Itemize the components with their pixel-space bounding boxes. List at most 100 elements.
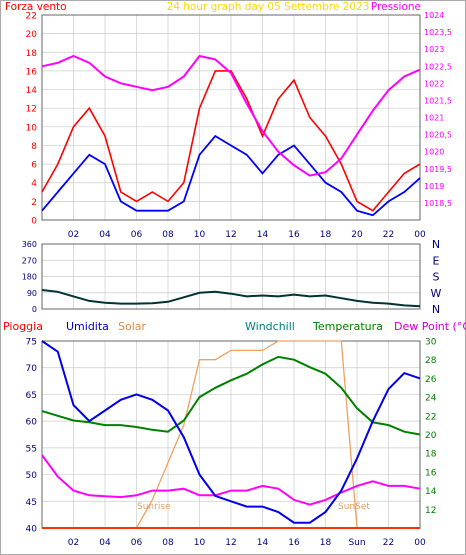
temperature-tick-label: 24 bbox=[425, 394, 437, 404]
bottom-x-tick-label: 10 bbox=[194, 538, 206, 548]
temperature-humidity-chart: Pioggia Umidita Solar Windchill Temperat… bbox=[3, 320, 466, 548]
wind-y-ticks: 0 2 4 6 8 10 12 14 16 18 20 22 bbox=[26, 12, 38, 227]
top-x-tick-label: 12 bbox=[225, 230, 236, 240]
chart-title: 24 hour graph day 05 Settembre 2023 bbox=[167, 1, 370, 13]
direction-compass-label: N bbox=[432, 238, 440, 251]
legend-temperatura: Temperatura bbox=[312, 320, 383, 333]
temperature-tick-label: 22 bbox=[425, 412, 436, 422]
legend-dew-point: Dew Point (°C) bbox=[394, 320, 466, 333]
humidity-tick-label: 40 bbox=[26, 525, 38, 535]
top-x-tick-label: 20 bbox=[351, 230, 363, 240]
top-x-tick-label: 08 bbox=[162, 230, 174, 240]
top-series bbox=[41, 54, 421, 217]
wind-tick-label: 20 bbox=[26, 30, 38, 40]
bottom-x-tick-label: 08 bbox=[162, 538, 174, 548]
direction-compass-label: S bbox=[433, 271, 440, 284]
pressure-tick-label: 1022,5 bbox=[424, 62, 452, 71]
bottom-series bbox=[41, 340, 421, 529]
temperature-tick-label: 30 bbox=[425, 338, 437, 348]
mid-plot-area bbox=[41, 243, 421, 310]
wind-tick-label: 6 bbox=[31, 161, 37, 171]
top-x-tick-label: 00 bbox=[414, 230, 426, 240]
pressure-tick-label: 1021 bbox=[424, 114, 444, 123]
legend-windchill: Windchill bbox=[245, 320, 295, 333]
wind-average-series bbox=[41, 134, 421, 217]
temperature-tick-label: 18 bbox=[425, 450, 437, 460]
direction-degree-label: 180 bbox=[22, 273, 37, 282]
top-plot-area bbox=[41, 14, 421, 221]
wind-tick-label: 22 bbox=[26, 12, 37, 22]
bottom-x-tick-label: 18 bbox=[320, 538, 332, 548]
humidity-tick-label: 65 bbox=[26, 391, 37, 401]
pressure-tick-label: 1020 bbox=[424, 148, 444, 157]
wind-axis-title: Forza vento bbox=[5, 1, 67, 13]
wind-tick-label: 8 bbox=[31, 142, 37, 152]
legend-pioggia: Pioggia bbox=[3, 320, 43, 333]
humidity-tick-label: 45 bbox=[26, 498, 37, 508]
humidity-tick-label: 70 bbox=[26, 364, 38, 374]
bottom-x-tick-label: 14 bbox=[257, 538, 269, 548]
bottom-x-tick-label: 02 bbox=[68, 538, 79, 548]
top-x-tick-label: 10 bbox=[194, 230, 206, 240]
direction-compass-label: E bbox=[433, 254, 440, 267]
wind-tick-label: 14 bbox=[26, 86, 38, 96]
sunrise-annotation: Sunrise bbox=[137, 502, 171, 512]
direction-compass-label: W bbox=[431, 287, 442, 300]
top-x-tick-label: 06 bbox=[131, 230, 143, 240]
pressure-tick-label: 1019,5 bbox=[424, 165, 452, 174]
pressure-tick-label: 1018,5 bbox=[424, 199, 452, 208]
pressure-y-ticks: 1018,5 1019 1019,5 1020 1020,5 1021 1021,5 1022… bbox=[424, 11, 452, 208]
direction-degree-label: 360 bbox=[22, 240, 37, 249]
wind-direction-series bbox=[41, 289, 421, 308]
temperature-tick-label: 12 bbox=[425, 506, 436, 516]
wind-tick-label: 18 bbox=[26, 49, 38, 59]
legend-umidita: Umidita bbox=[66, 320, 109, 333]
wind-tick-label: 4 bbox=[31, 179, 37, 189]
temperature-tick-label: 26 bbox=[425, 375, 437, 385]
pressure-tick-label: 1023 bbox=[424, 45, 444, 54]
top-x-tick-label: 04 bbox=[99, 230, 111, 240]
pressure-series bbox=[41, 54, 421, 177]
pressure-tick-label: 1023,5 bbox=[424, 28, 452, 37]
top-x-ticks: 02 04 06 08 10 12 14 16 18 20 22 00 bbox=[68, 230, 426, 240]
bottom-x-tick-label: 04 bbox=[99, 538, 111, 548]
pressure-tick-label: 1021,5 bbox=[424, 96, 452, 105]
direction-compass-label: N bbox=[432, 303, 440, 316]
wind-tick-label: 10 bbox=[26, 123, 38, 133]
legend-solar: Solar bbox=[118, 320, 147, 333]
series-dew-point-c bbox=[41, 454, 421, 506]
humidity-y-ticks: 40 45 50 55 60 65 70 75 bbox=[26, 338, 38, 535]
bottom-x-tick-label: 22 bbox=[383, 538, 394, 548]
direction-degree-label: 90 bbox=[27, 289, 37, 298]
wind-speed-series bbox=[41, 70, 421, 212]
temperature-y-ticks: 12 14 16 18 20 22 24 26 28 30 bbox=[425, 338, 437, 516]
temperature-tick-label: 20 bbox=[425, 431, 437, 441]
bottom-x-ticks: 02 04 06 08 10 12 14 16 18 Sun 22 00 bbox=[68, 538, 426, 548]
humidity-tick-label: 75 bbox=[26, 338, 37, 348]
wind-tick-label: 12 bbox=[26, 105, 37, 115]
mid-series bbox=[41, 289, 421, 308]
humidity-tick-label: 60 bbox=[26, 418, 38, 428]
wind-tick-label: 16 bbox=[26, 67, 38, 77]
pressure-tick-label: 1022 bbox=[424, 79, 444, 88]
direction-degree-label: 270 bbox=[22, 256, 37, 265]
humidity-tick-label: 55 bbox=[26, 444, 37, 454]
wind-tick-label: 0 bbox=[31, 217, 37, 227]
series-temperatura bbox=[41, 355, 421, 436]
pressure-axis-title: Pressione bbox=[371, 1, 421, 13]
bottom-legend: Pioggia Umidita Solar Windchill Temperat… bbox=[3, 320, 466, 333]
top-x-tick-label: 14 bbox=[257, 230, 269, 240]
bottom-x-tick-label: 12 bbox=[225, 538, 236, 548]
direction-degree-label: 0 bbox=[32, 305, 37, 314]
direction-degree-ticks: 0 90 180 270 360 bbox=[22, 240, 37, 314]
top-x-tick-label: 02 bbox=[68, 230, 79, 240]
bottom-x-tick-label: 06 bbox=[131, 538, 143, 548]
temperature-tick-label: 28 bbox=[425, 356, 437, 366]
wind-pressure-chart: 24 hour graph day 05 Settembre 2023 Forz… bbox=[5, 1, 452, 240]
top-x-tick-label: 22 bbox=[383, 230, 394, 240]
series-umidita bbox=[41, 340, 421, 524]
top-x-tick-label: 16 bbox=[288, 230, 300, 240]
